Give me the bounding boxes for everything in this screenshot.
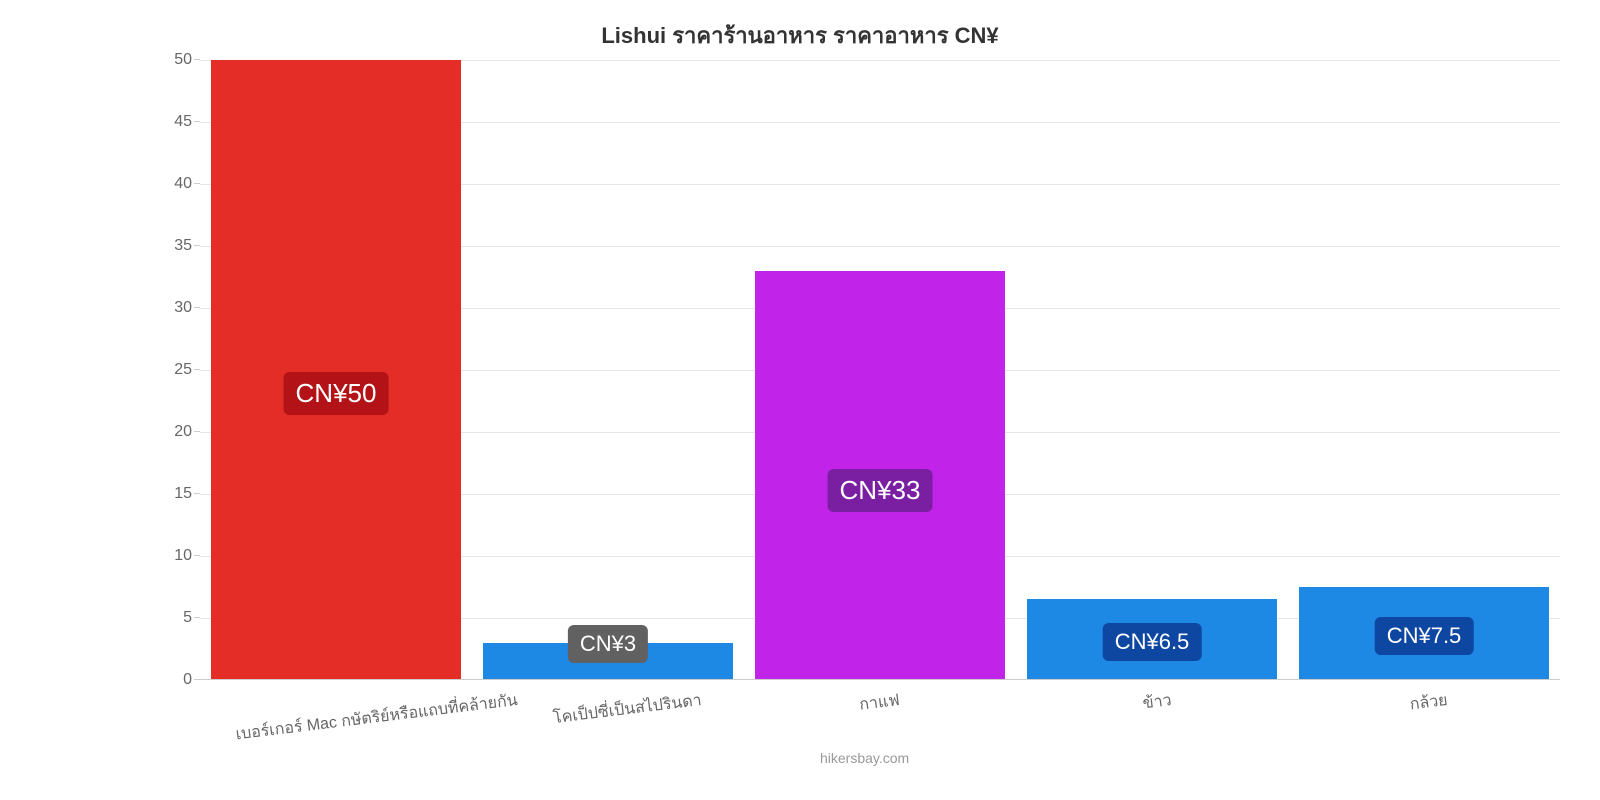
bar-slot: CN¥33 (744, 60, 1016, 680)
y-tick-label: 40 (174, 175, 192, 193)
y-tick-label: 25 (174, 361, 192, 379)
y-tick-label: 30 (174, 299, 192, 317)
chart-title: Lishui ราคาร้านอาหาร ราคาอาหาร CN¥ (0, 18, 1600, 53)
y-tick-label: 0 (183, 671, 192, 689)
x-tick-label: โคเป็ปซี่เป็นสไปรินดา (552, 688, 703, 731)
y-tick-label: 35 (174, 237, 192, 255)
y-tick-label: 15 (174, 485, 192, 503)
value-badge: CN¥33 (828, 469, 933, 512)
bar-slot: CN¥50 (200, 60, 472, 680)
x-tick-label: กล้วย (1408, 688, 1449, 717)
y-tick-label: 10 (174, 547, 192, 565)
x-axis-labels: เบอร์เกอร์ Mac กษัตริย์หรือแถบที่คล้ายกั… (200, 680, 1560, 760)
plot-area: 05101520253035404550 CN¥50CN¥3CN¥33CN¥6.… (200, 60, 1560, 680)
bar-slot: CN¥7.5 (1288, 60, 1560, 680)
bar (211, 60, 461, 680)
y-tick-label: 45 (174, 113, 192, 131)
bar-slot: CN¥6.5 (1016, 60, 1288, 680)
value-badge: CN¥7.5 (1375, 617, 1474, 655)
bars-layer: CN¥50 CN¥3 CN¥33 CN¥6.5 CN¥7.5 (200, 60, 1560, 680)
y-tick-label: 5 (183, 609, 192, 627)
x-tick-label: เบอร์เกอร์ Mac กษัตริย์หรือแถบที่คล้ายกั… (235, 688, 520, 747)
food-price-chart: Lishui ราคาร้านอาหาร ราคาอาหาร CN¥ 0 5 10 1… (0, 0, 1600, 800)
value-badge: CN¥6.5 (1103, 623, 1202, 661)
x-tick-label: ข้าว (1141, 688, 1173, 716)
y-tick-label: 50 (174, 51, 192, 69)
value-badge: CN¥50 (284, 372, 389, 415)
attribution-text: hikersbay.com (820, 750, 909, 766)
value-badge: CN¥3 (568, 625, 648, 663)
x-tick-label: กาแฟ (858, 688, 901, 718)
bar-slot: CN¥3 (472, 60, 744, 680)
y-tick-label: 20 (174, 423, 192, 441)
